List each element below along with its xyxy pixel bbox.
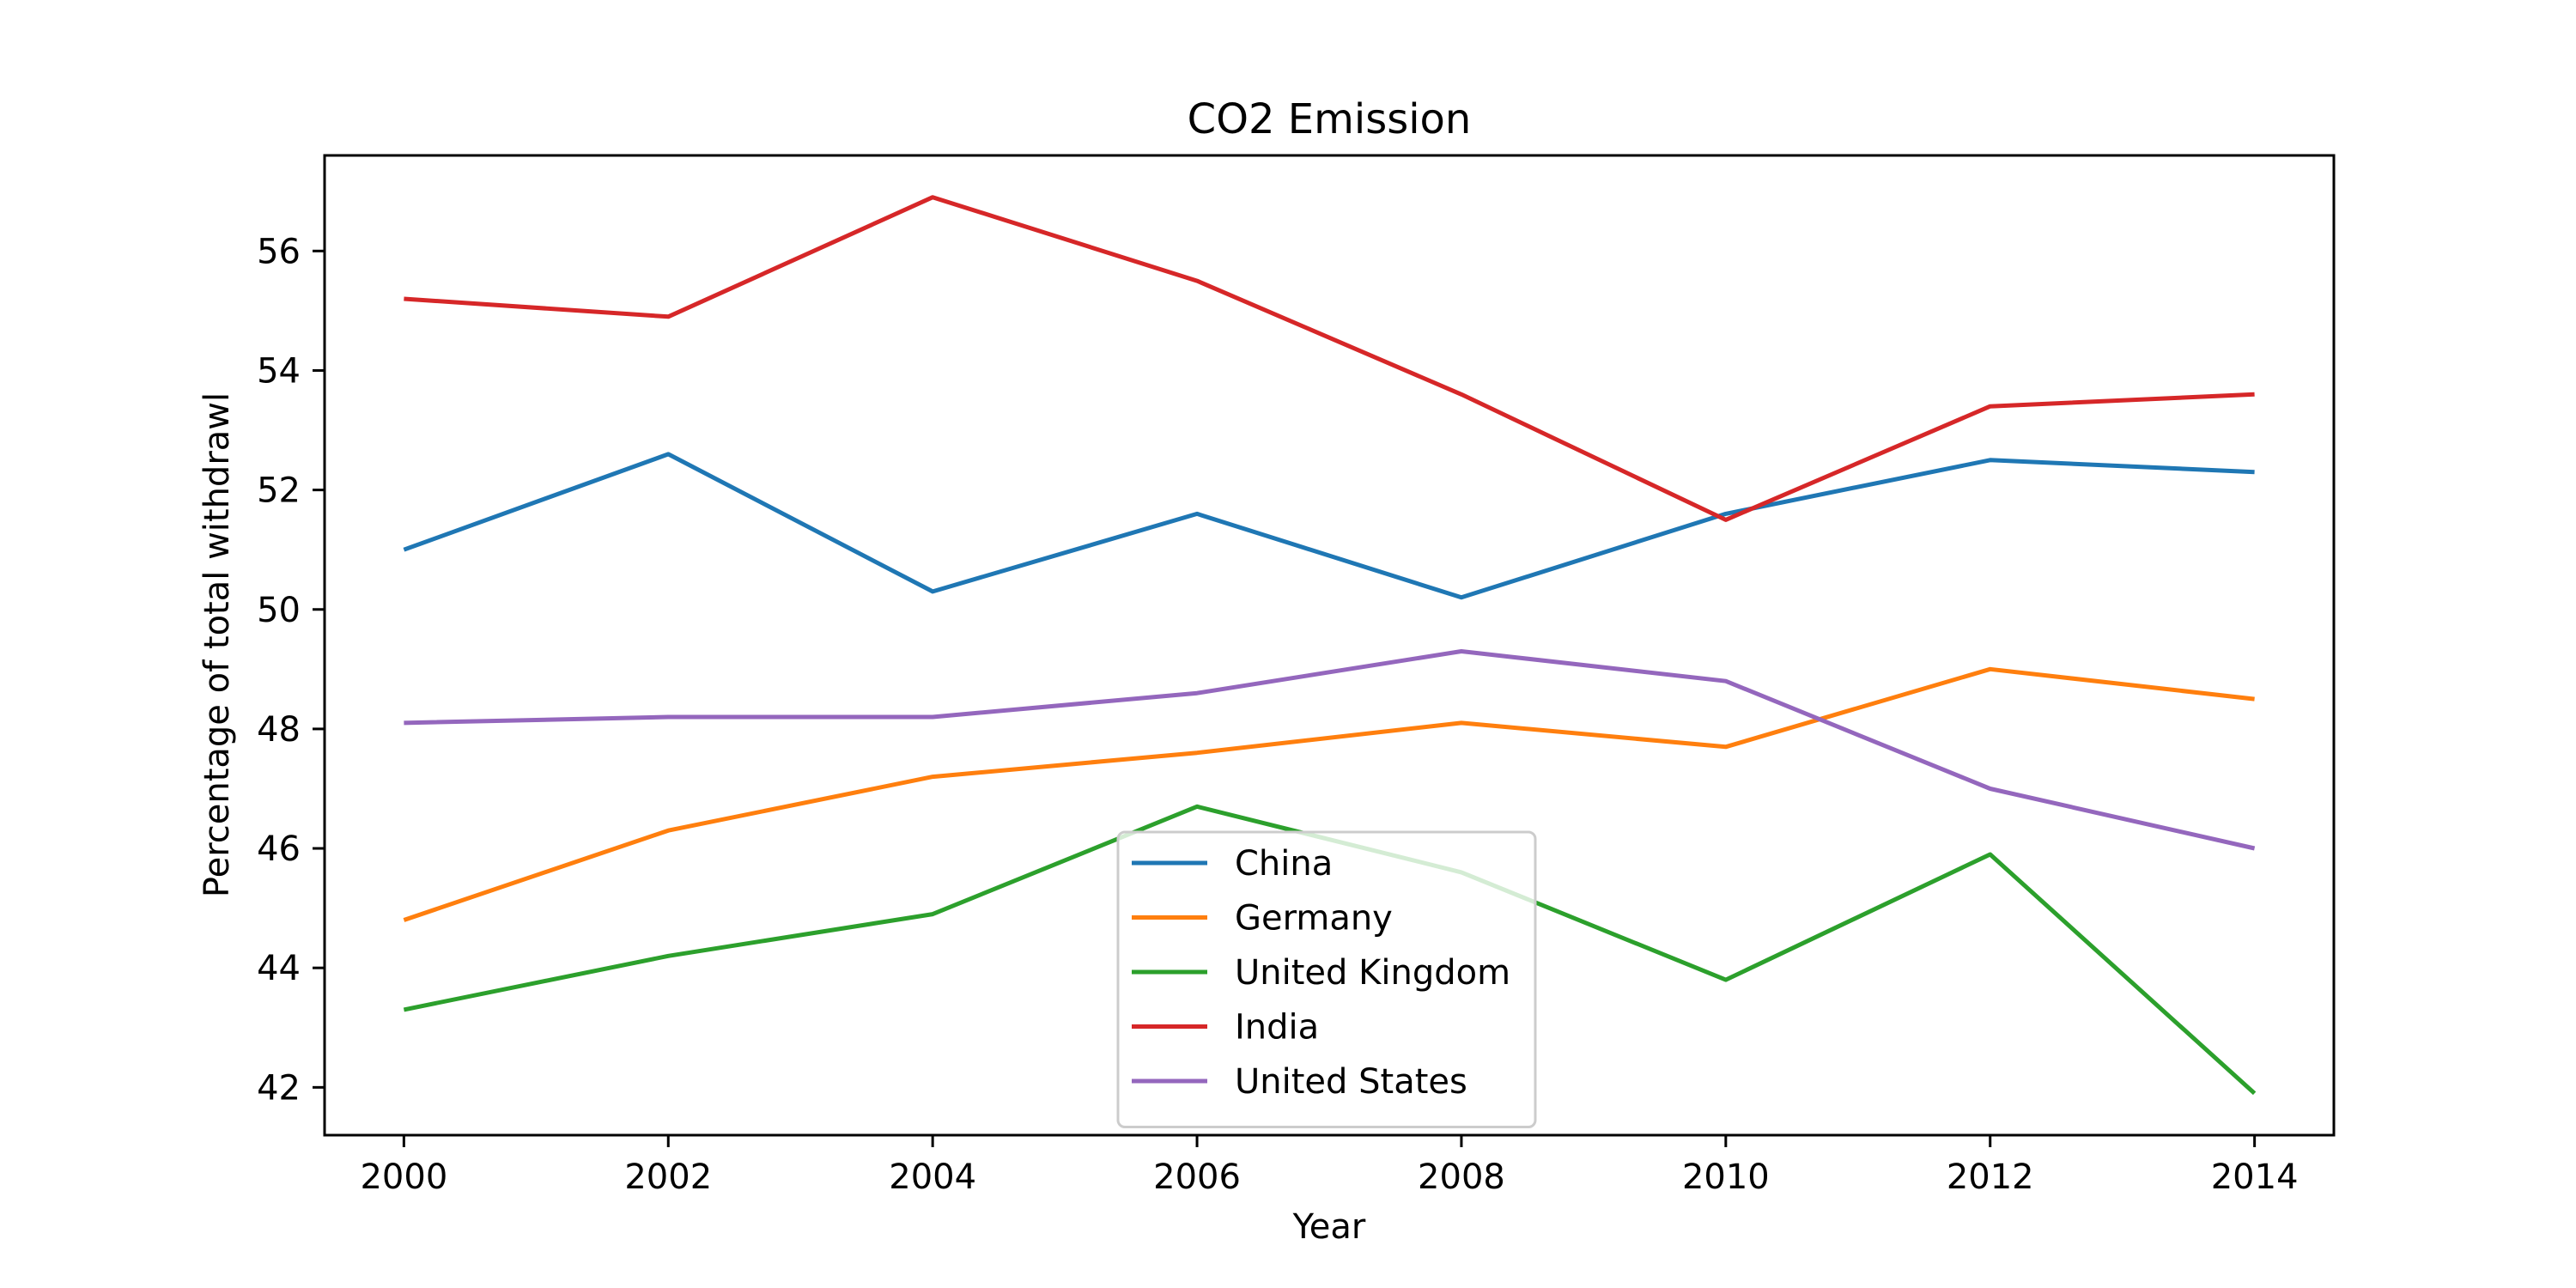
y-tick-label: 46	[257, 829, 301, 869]
series-line-united-states	[404, 649, 2256, 851]
y-tick-label: 56	[257, 232, 301, 271]
legend-label-india: India	[1235, 1008, 1319, 1048]
y-axis-label: Percentage of total withdrawl	[197, 392, 237, 897]
series-line-india	[404, 195, 2255, 522]
y-tick-label: 52	[257, 471, 301, 511]
chart-title: CO2 Emission	[1188, 95, 1472, 143]
series-line-germany	[403, 666, 2255, 922]
x-axis-label: Year	[1292, 1207, 1366, 1247]
legend-label-united-kingdom: United Kingdom	[1235, 953, 1510, 993]
legend-box	[1116, 830, 1537, 1128]
x-tick-label: 2000	[360, 1157, 447, 1197]
series-line-china	[403, 452, 2255, 600]
x-tick-label: 2012	[1947, 1157, 2034, 1197]
y-tick-label: 50	[257, 591, 301, 630]
y-tick-label: 48	[257, 710, 301, 750]
y-tick-label: 42	[257, 1068, 301, 1108]
legend-label-united-states: United States	[1235, 1062, 1467, 1102]
y-tick-label: 44	[257, 949, 301, 988]
ticks: 2000 2002 2004 2006 2008 2010 2012 2014 42 44 46 48…	[257, 232, 2298, 1197]
x-tick-label: 2006	[1153, 1157, 1241, 1197]
x-tick-label: 2014	[2211, 1157, 2299, 1197]
series-lines	[403, 195, 2257, 1096]
x-tick-label: 2010	[1682, 1157, 1770, 1197]
legend-label-china: China	[1235, 844, 1333, 884]
x-tick-label: 2004	[889, 1157, 976, 1197]
plot-area-frame	[323, 154, 2336, 1137]
y-tick-label: 54	[257, 351, 301, 391]
legend-label-germany: Germany	[1235, 899, 1393, 939]
legend: China Germany United Kingdom India United St…	[1116, 830, 1537, 1128]
x-tick-label: 2008	[1418, 1157, 1505, 1197]
x-tick-label: 2002	[624, 1157, 712, 1197]
